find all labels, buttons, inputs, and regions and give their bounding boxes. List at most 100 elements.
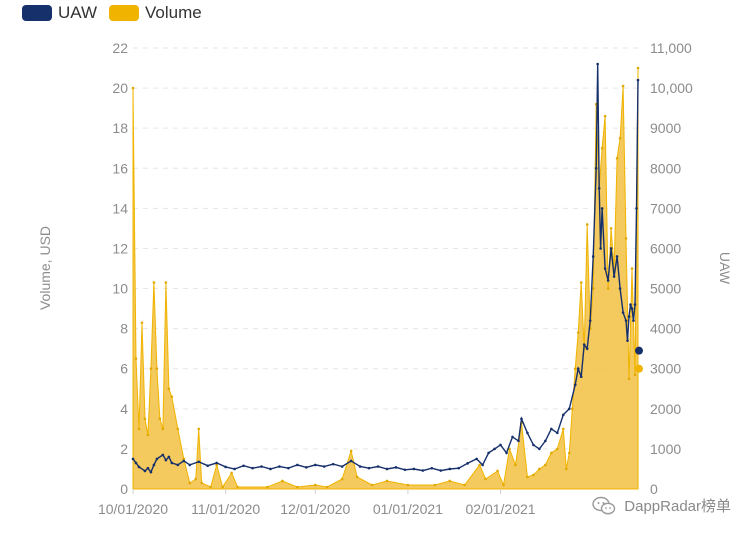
volume-point (502, 483, 505, 487)
uaw-point (594, 166, 598, 170)
watermark: DappRadar榜单 (592, 495, 731, 516)
uaw-point (131, 457, 135, 461)
uaw-point (137, 465, 141, 469)
volume-point (556, 447, 559, 451)
x-tick-labels: 10/01/2020 11/01/2020 12/01/2020 01/01/2021… (98, 489, 536, 517)
volume-point (385, 479, 389, 483)
volume-point (532, 473, 535, 477)
volume-end-marker (635, 364, 643, 373)
volume-point (155, 367, 159, 371)
grid-lines (133, 47, 638, 490)
y-left-tick-label: 2 (120, 441, 128, 457)
uaw-point (233, 467, 236, 471)
volume-point (624, 237, 628, 240)
uaw-point (134, 461, 138, 465)
wechat-icon (592, 496, 616, 514)
y-right-tick-label: 1000 (650, 441, 681, 457)
uaw-point (632, 319, 635, 322)
y-left-tick-label: 22 (112, 40, 128, 56)
uaw-point (403, 468, 407, 472)
y-left-tick-label: 18 (112, 120, 128, 136)
watermark-text: DappRadar榜单 (624, 498, 731, 515)
legend-item-volume[interactable]: Volume (109, 3, 202, 23)
volume-point (167, 387, 171, 391)
volume-point (170, 395, 174, 399)
uaw-point (296, 463, 299, 467)
uaw-point (596, 62, 599, 66)
legend-item-uaw[interactable]: UAW (22, 3, 97, 23)
volume-point (484, 477, 487, 481)
uaw-point (627, 315, 631, 318)
volume-point (550, 451, 553, 455)
uaw-point (621, 311, 625, 314)
volume-point (266, 485, 269, 489)
uaw-point (624, 319, 628, 322)
uaw-point (376, 465, 380, 468)
y-right-tick-label: 0 (650, 481, 658, 497)
uaw-point (439, 469, 443, 472)
uaw-point (475, 457, 478, 461)
uaw-point (152, 463, 156, 467)
uaw-series (131, 62, 640, 474)
volume-point (296, 485, 299, 489)
uaw-point (511, 435, 514, 439)
uaw-point (340, 465, 344, 468)
x-tick-label: 12/01/2020 (280, 501, 350, 517)
volume-point (355, 475, 359, 479)
volume-point (618, 136, 622, 140)
uaw-point (331, 462, 335, 466)
volume-point (349, 449, 353, 453)
uaw-point (532, 443, 535, 447)
y-right-tick-label: 10,000 (650, 80, 693, 96)
uaw-point (576, 367, 580, 371)
volume-point (526, 475, 529, 479)
volume-point (215, 463, 218, 467)
chart-legend: UAW Volume (22, 3, 202, 23)
volume-point (627, 377, 631, 381)
uaw-point (430, 466, 434, 470)
y-left-tick-label: 16 (112, 160, 128, 176)
uaw-point (305, 466, 308, 469)
volume-point (140, 321, 144, 324)
uaw-point (626, 339, 629, 342)
uaw-point (322, 465, 326, 468)
uaw-point (155, 457, 159, 461)
y-right-axis-title: UAW (717, 252, 733, 285)
uaw-point (630, 307, 634, 310)
uaw-point (612, 275, 616, 278)
uaw-point (633, 303, 637, 306)
volume-point (591, 287, 595, 290)
volume-point (579, 281, 583, 284)
uaw-point (582, 343, 586, 346)
uaw-point (313, 463, 317, 467)
y-left-tick-label: 14 (112, 200, 128, 216)
y-right-tick-label: 8000 (650, 160, 681, 176)
y-right-tick-label: 2000 (650, 401, 681, 417)
volume-point (570, 407, 574, 411)
volume-area (132, 67, 639, 490)
uaw-point (636, 78, 640, 82)
volume-point (281, 479, 284, 483)
volume-point (576, 331, 580, 334)
y-left-tick-label: 4 (120, 401, 128, 417)
uaw-point (161, 453, 165, 457)
volume-point (600, 146, 604, 150)
uaw-point (591, 255, 595, 258)
volume-point (463, 483, 466, 487)
volume-point (164, 281, 168, 284)
uaw-point (487, 451, 490, 455)
uaw-point (573, 383, 577, 387)
volume-point (143, 417, 147, 421)
volume-point (370, 483, 374, 487)
uaw-point (499, 443, 502, 447)
volume-point (448, 479, 452, 483)
y-left-tick-label: 12 (112, 240, 128, 256)
uaw-point (517, 439, 520, 443)
uaw-point (520, 417, 523, 421)
uaw-point (457, 466, 461, 470)
uaw-point (579, 375, 583, 379)
uaw-point (600, 207, 604, 210)
uaw-point (215, 461, 218, 465)
uaw-point (269, 467, 272, 471)
uaw-point (242, 464, 245, 468)
